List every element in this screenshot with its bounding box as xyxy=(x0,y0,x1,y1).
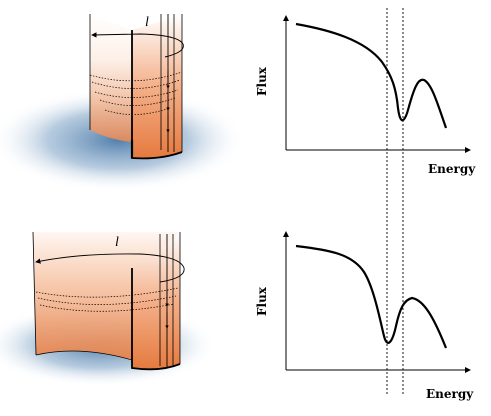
top-cylinder-front xyxy=(132,14,182,159)
top-flux-plot: Flux Energy xyxy=(255,15,476,176)
top-cylinder-body xyxy=(90,14,132,142)
bottom-x-axis-label: Energy xyxy=(426,387,474,401)
top-length-label: l xyxy=(145,15,149,30)
bottom-flux-plot: Flux Energy xyxy=(255,231,474,401)
top-length-arrow xyxy=(91,32,184,58)
top-cylinder-illustration: l xyxy=(0,14,246,192)
bottom-cylinder-front xyxy=(132,232,180,370)
top-y-axis-label: Flux xyxy=(255,66,269,96)
bottom-length-label: l xyxy=(115,235,119,250)
top-x-axis-label: Energy xyxy=(428,162,476,176)
bottom-length-arrow xyxy=(35,253,185,283)
top-flux-curve xyxy=(295,22,448,129)
bottom-y-axis-label: Flux xyxy=(255,286,269,316)
bottom-flux-curve xyxy=(295,244,448,349)
bottom-cylinder-illustration: l xyxy=(0,231,218,387)
